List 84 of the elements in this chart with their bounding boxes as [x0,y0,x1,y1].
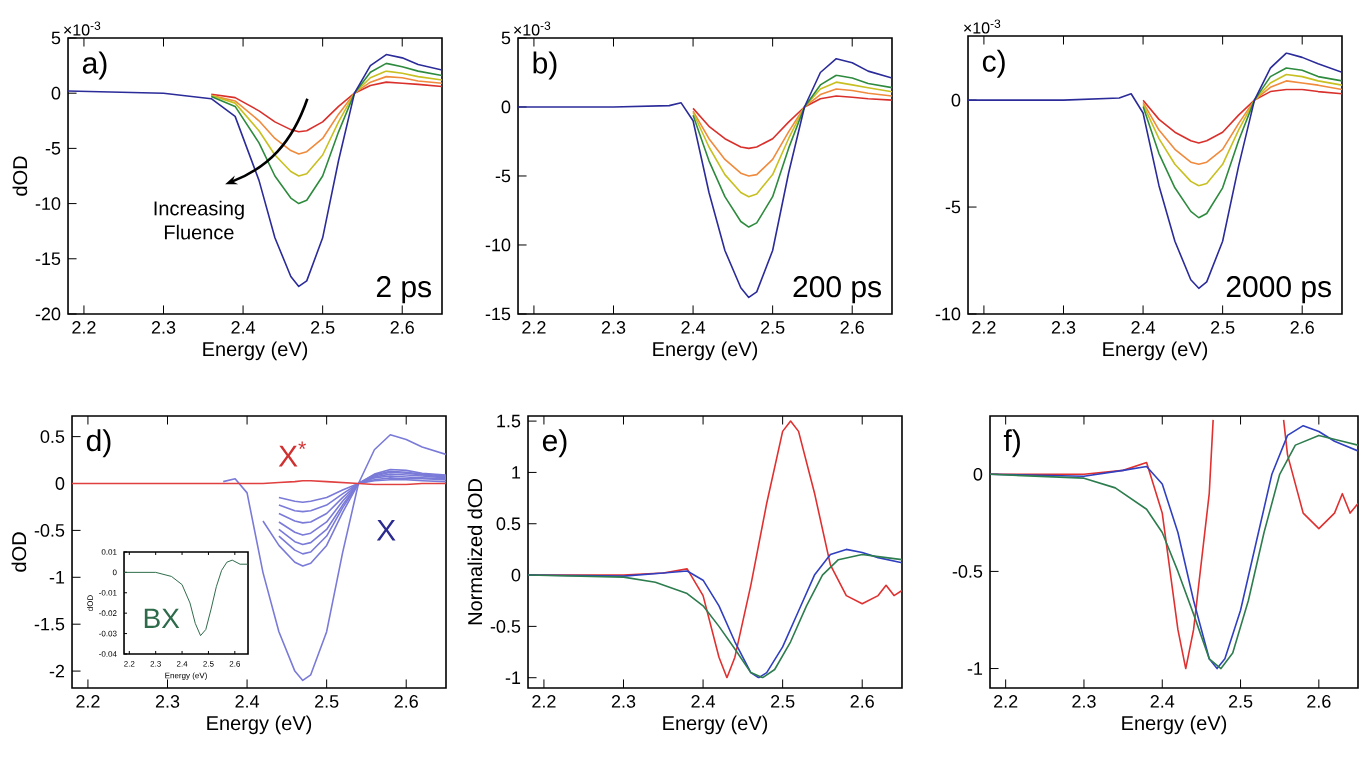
x-tick-label: 2.5 [311,321,335,334]
y-tick-label: -10 [935,307,961,321]
x-tick-label: 2.2 [994,695,1018,708]
x-axis-title: Energy (eV) [1103,341,1208,361]
x-tick-label: 2.5 [1211,321,1235,334]
x-tick-label: 2.4 [691,695,716,708]
x-tick-label: 2.6 [394,695,418,708]
y-tick-label: -1.5 [34,617,65,631]
y-tick-label: 0 [951,93,961,107]
x-tick-label: 2.3 [155,695,180,708]
y-tick-label: -10 [485,238,511,252]
y-tick-label: -20 [35,307,61,321]
annotation: X [376,519,396,541]
x-tick-label: 2.6 [390,321,414,334]
x-tick-label: 2.6 [850,695,874,708]
x-axis-title: Energy (eV) [1122,715,1227,735]
y-tick-label: -5 [45,142,61,155]
x-tick-label: 2.2 [972,321,996,334]
annotation: BX [144,608,180,628]
annotation: Increasing Fluence [154,200,244,240]
y-tick-label: 1.5 [497,414,521,428]
annotation: 200 ps [793,276,881,304]
y-tick-label: -15 [485,307,511,321]
y-axis-title: Normalized dOD [467,479,483,625]
y-tick-label: 0.5 [40,430,65,443]
x-tick-label: 2.4 [1131,321,1156,334]
y-tick-label: 0 [55,477,65,490]
x-tick-label: 2.4 [1150,695,1175,708]
annotation: c) [982,49,1005,78]
y-tick-label: -0.5 [490,620,521,633]
x-tick-label: 2.4 [231,321,256,334]
y-tick-label: -15 [35,252,61,266]
x-tick-label: 2.3 [151,321,176,334]
x-tick-label: 2.6 [1307,695,1331,708]
x-tick-label: 2.6 [840,321,864,334]
x-tick-label: 2.3 [1051,321,1076,334]
y-tick-label: -0.5 [34,524,65,537]
annotation: a) [82,51,107,80]
text: ×10$^{-3}$ [514,21,551,36]
x-tick-label: 2.5 [1228,695,1253,708]
y-tick-label: 0 [501,100,511,114]
x-tick-label: 2.4 [681,321,706,334]
annotation: f) [1003,429,1020,458]
x-axis-title: Energy (eV) [653,341,758,361]
text: ×10$^{-3}$ [64,21,101,36]
y-tick-label: 0 [973,467,983,481]
x-tick-label: 2.2 [76,695,100,708]
y-axis-title: dOD [11,532,27,572]
x-axis-title: Energy (eV) [663,715,768,735]
annotation: X$^{*}$ [278,441,306,467]
annotation: d) [86,429,111,458]
x-axis-title: Energy (eV) [207,715,312,735]
annotation: 2000 ps [1226,276,1331,304]
annotation: e) [542,429,567,458]
x-tick-label: 2.5 [771,695,795,708]
y-tick-label: 0 [51,86,61,100]
y-tick-label: -2 [49,664,65,678]
x-tick-label: 2.4 [235,695,260,708]
y-tick-label: -5 [495,169,511,183]
y-tick-label: -0.5 [952,565,983,578]
y-axis-title: dOD [12,156,28,196]
annotation: b) [533,51,557,80]
x-tick-label: 2.5 [761,321,785,334]
x-axis-title: Energy (eV) [203,341,308,361]
y-tick-label: 0.5 [496,517,521,531]
x-tick-label: 2.2 [522,321,546,334]
y-tick-label: -1 [49,571,65,584]
x-tick-label: 2.6 [1290,321,1314,334]
y-tick-label: -1 [967,662,983,675]
x-tick-label: 2.3 [601,321,626,334]
y-tick-label: -5 [945,200,961,214]
x-tick-label: 2.2 [72,321,96,334]
x-tick-label: 2.3 [1072,695,1096,708]
y-tick-label: -10 [35,197,61,210]
y-tick-label: 1 [512,466,521,479]
x-tick-label: 2.3 [611,695,636,708]
text: ×10$^{-3}$ [964,19,1001,34]
x-tick-label: 2.5 [315,695,339,708]
y-tick-label: -1 [505,671,521,684]
y-tick-label: 5 [51,31,61,45]
y-tick-label: 5 [501,31,511,45]
annotation: 2 ps [376,276,431,304]
x-tick-label: 2.2 [532,695,556,708]
y-tick-label: 0 [511,568,521,582]
